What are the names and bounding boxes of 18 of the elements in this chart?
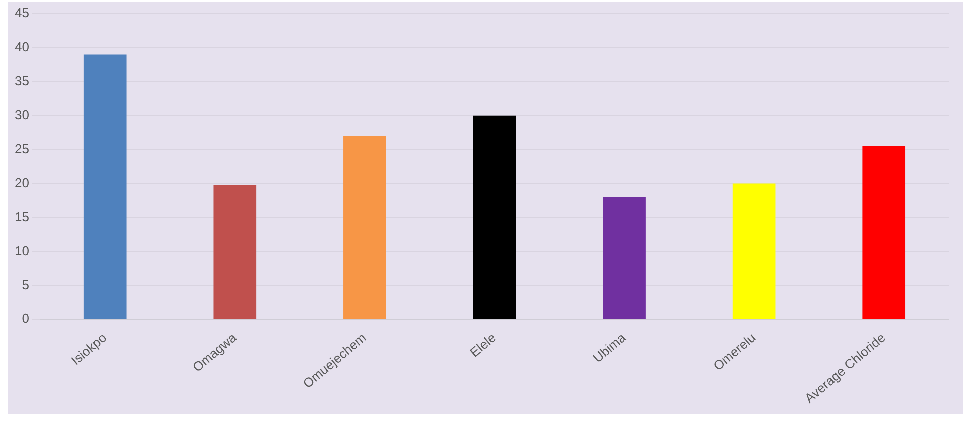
y-tick-label: 45 — [14, 6, 30, 21]
y-tick-label: 10 — [14, 243, 30, 258]
bar — [473, 116, 516, 320]
bar — [862, 146, 906, 320]
y-tick-label: 40 — [14, 40, 30, 55]
y-tick-label: 25 — [14, 141, 30, 156]
bar — [344, 136, 386, 320]
bar — [603, 197, 646, 320]
x-tick-label: Elele — [467, 330, 499, 360]
bar — [84, 54, 127, 320]
y-tick-label: 20 — [14, 175, 30, 190]
y-tick-label: 0 — [22, 311, 30, 326]
bar — [732, 184, 776, 320]
y-tick-label: 30 — [14, 107, 30, 122]
y-tick-label: 5 — [22, 277, 30, 292]
bar — [214, 185, 257, 320]
y-tick-label: 35 — [14, 73, 30, 88]
y-tick-label: 15 — [14, 209, 30, 224]
